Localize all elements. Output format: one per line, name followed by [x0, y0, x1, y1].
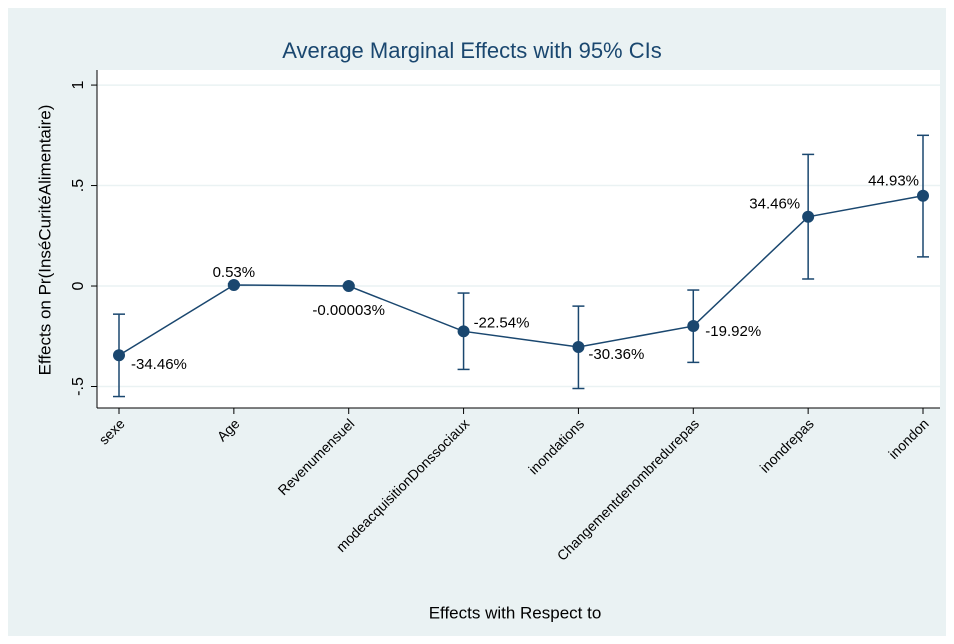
- y-tick-label: 1: [70, 81, 87, 90]
- value-label: 34.46%: [749, 196, 800, 213]
- marker: [802, 210, 815, 223]
- value-label: -30.36%: [588, 346, 644, 363]
- chart-title: Average Marginal Effects with 95% CIs: [282, 38, 661, 63]
- value-label: -34.46%: [131, 356, 187, 373]
- value-label: -19.92%: [705, 323, 761, 340]
- marker: [572, 341, 585, 354]
- marker: [457, 325, 470, 338]
- x-axis-label: Effects with Respect to: [429, 603, 602, 622]
- plot-area: [97, 70, 940, 408]
- y-tick-label: -.5: [70, 377, 87, 396]
- y-tick-label: .5: [70, 179, 87, 192]
- value-label: 44.93%: [868, 173, 919, 190]
- value-label: -22.54%: [474, 314, 530, 331]
- marker: [917, 189, 929, 202]
- marker: [113, 349, 125, 362]
- y-tick-label: 0: [70, 281, 87, 290]
- value-label: -0.00003%: [312, 302, 385, 319]
- line: [118, 194, 924, 356]
- marker: [342, 280, 355, 293]
- value-label: 0.53%: [213, 264, 256, 281]
- y-axis-label: Effects on Pr(InséCuritéAlimentaire): [35, 105, 54, 376]
- marker: [687, 320, 700, 333]
- marker: [227, 278, 240, 291]
